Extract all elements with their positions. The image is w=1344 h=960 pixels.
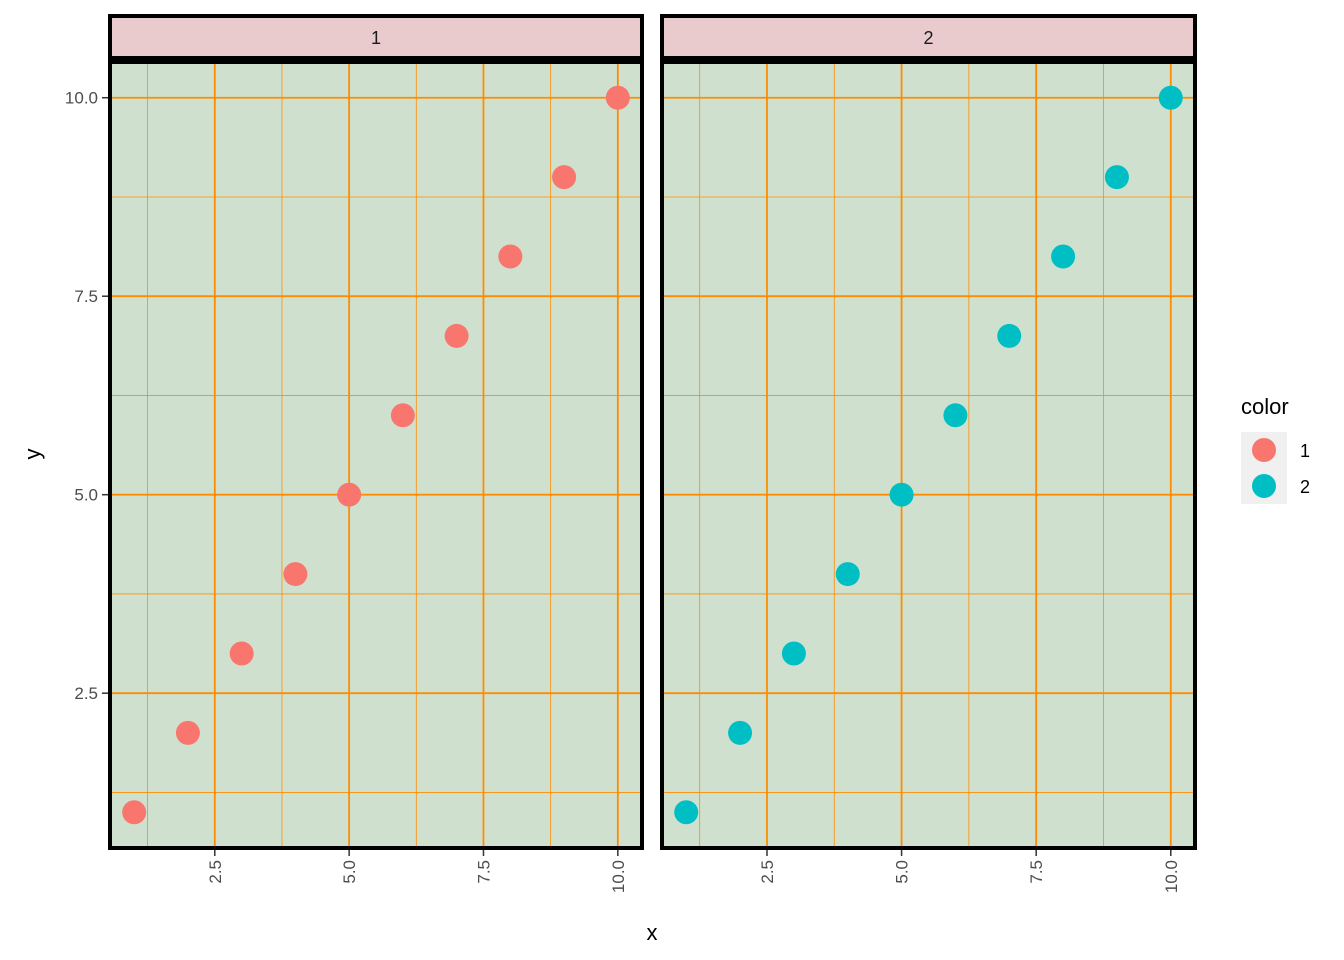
x-tick-label: 7.5 bbox=[1027, 860, 1046, 884]
data-point bbox=[835, 562, 860, 587]
facet-strip-label: 2 bbox=[923, 28, 933, 48]
panel-border bbox=[108, 60, 644, 850]
legend-key-swatch bbox=[1252, 438, 1276, 462]
data-point bbox=[390, 403, 415, 428]
y-tick-label: 5.0 bbox=[74, 486, 98, 505]
data-point bbox=[552, 165, 577, 190]
x-tick-label: 10.0 bbox=[1162, 860, 1181, 893]
legend: color 1 2 bbox=[1241, 394, 1310, 504]
data-point bbox=[444, 323, 469, 348]
data-point bbox=[175, 720, 200, 745]
data-point bbox=[283, 562, 308, 587]
data-point bbox=[1104, 165, 1129, 190]
data-point bbox=[674, 800, 699, 825]
x-axis-title: x bbox=[647, 920, 658, 945]
data-point bbox=[122, 800, 147, 825]
legend-item-1: 1 bbox=[1241, 432, 1310, 468]
facet-panel-2: 2 bbox=[660, 14, 1197, 850]
x-axis-2: 2.5 5.0 7.5 10.0 bbox=[758, 850, 1181, 893]
facet-strip bbox=[108, 14, 644, 60]
legend-title: color bbox=[1241, 394, 1289, 419]
panel-background bbox=[662, 62, 1195, 848]
x-tick-label: 7.5 bbox=[474, 860, 493, 884]
x-axis-1: 2.5 5.0 7.5 10.0 bbox=[206, 850, 628, 893]
x-axes: 2.5 5.0 7.5 10.0 2.5 5.0 7.5 10.0 bbox=[206, 850, 1181, 893]
legend-label: 1 bbox=[1300, 441, 1310, 461]
x-tick-label: 5.0 bbox=[340, 860, 359, 884]
data-point bbox=[781, 641, 806, 666]
data-point bbox=[889, 482, 914, 507]
x-tick-label: 10.0 bbox=[609, 860, 628, 893]
data-point bbox=[997, 323, 1022, 348]
panel-border bbox=[660, 60, 1197, 850]
x-tick-label: 5.0 bbox=[893, 860, 912, 884]
y-tick-label: 7.5 bbox=[74, 287, 98, 306]
legend-item-2: 2 bbox=[1241, 468, 1310, 504]
data-point bbox=[498, 244, 523, 269]
y-tick-label: 2.5 bbox=[74, 684, 98, 703]
data-point bbox=[943, 403, 968, 428]
data-point bbox=[229, 641, 254, 666]
x-tick-label: 2.5 bbox=[206, 860, 225, 884]
y-axis: 2.5 5.0 7.5 10.0 bbox=[65, 89, 108, 703]
y-tick-label: 10.0 bbox=[65, 89, 98, 108]
data-point bbox=[728, 720, 753, 745]
facet-strip bbox=[660, 14, 1197, 60]
legend-label: 2 bbox=[1300, 477, 1310, 497]
y-axis-title: y bbox=[20, 449, 45, 460]
facet-strip-label: 1 bbox=[371, 28, 381, 48]
data-point bbox=[1051, 244, 1076, 269]
data-point bbox=[605, 85, 630, 110]
data-point bbox=[337, 482, 362, 507]
facet-panel-1: 1 bbox=[108, 14, 644, 850]
x-tick-label: 2.5 bbox=[758, 860, 777, 884]
panel-background bbox=[110, 62, 642, 848]
legend-key-swatch bbox=[1252, 474, 1276, 498]
data-point bbox=[1158, 85, 1183, 110]
